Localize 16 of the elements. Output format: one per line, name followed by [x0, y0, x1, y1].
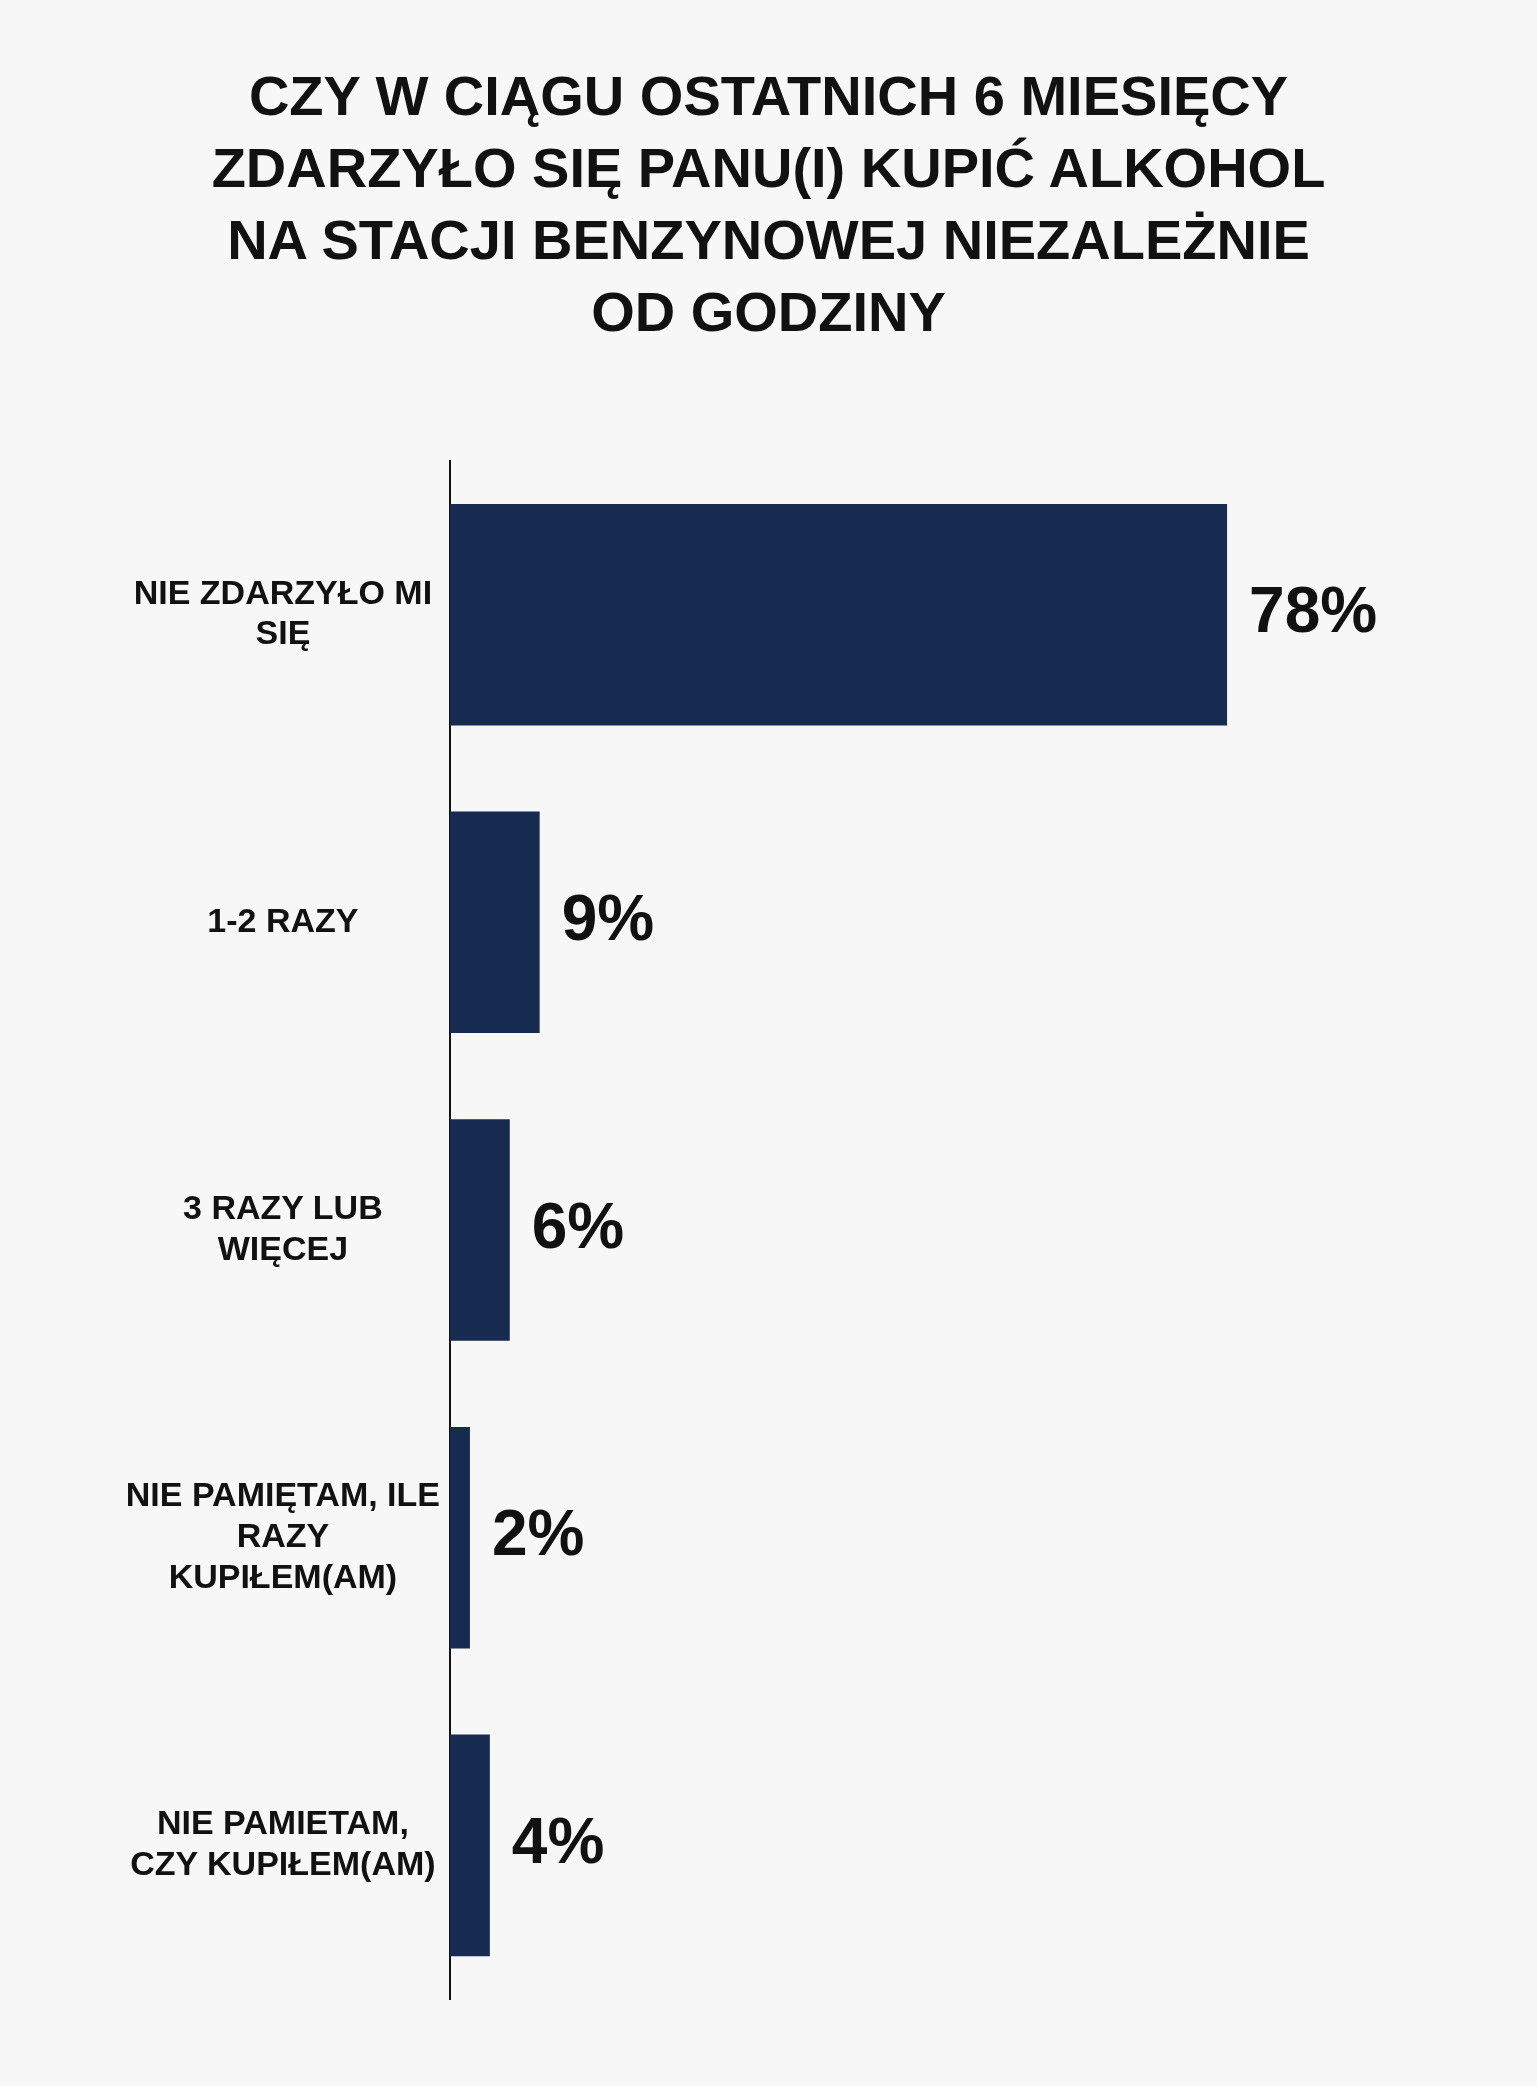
y-tick-label: NIE PAMIETAM, CZY KUPIŁEM(AM) [130, 1803, 436, 1883]
bar [450, 811, 540, 1034]
chart-title: CZY W CIĄGU OSTATNICH 6 MIESIĘCY ZDARZYŁO SIĘ PANU(I) KUPIĆ ALKOHOL NA STACJI BENZYNOWEJ NIEZALEŻNIE OD GODZINY [210, 63, 1327, 345]
data-label: 78% [1249, 574, 1378, 647]
bar [450, 1734, 490, 1957]
bar [450, 1119, 510, 1341]
y-tick-label: 3 RAZY LUB WIĘCEJ [183, 1187, 383, 1267]
y-tick-label: NIE PAMIĘTAM, ILE RAZY KUPIŁEM(AM) [125, 1475, 440, 1595]
bar [450, 503, 1228, 726]
y-tick-label: NIE ZDARZYŁO MI SIĘ [133, 572, 433, 652]
data-label: 4% [511, 1805, 605, 1877]
data-label: 2% [491, 1497, 585, 1570]
data-label: 6% [531, 1189, 625, 1262]
y-tick-label: 1-2 RAZY [207, 900, 359, 939]
data-label: 9% [561, 881, 655, 954]
bar [450, 1426, 470, 1649]
